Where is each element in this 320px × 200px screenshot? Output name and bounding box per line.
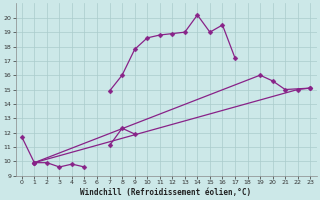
- X-axis label: Windchill (Refroidissement éolien,°C): Windchill (Refroidissement éolien,°C): [80, 188, 252, 197]
